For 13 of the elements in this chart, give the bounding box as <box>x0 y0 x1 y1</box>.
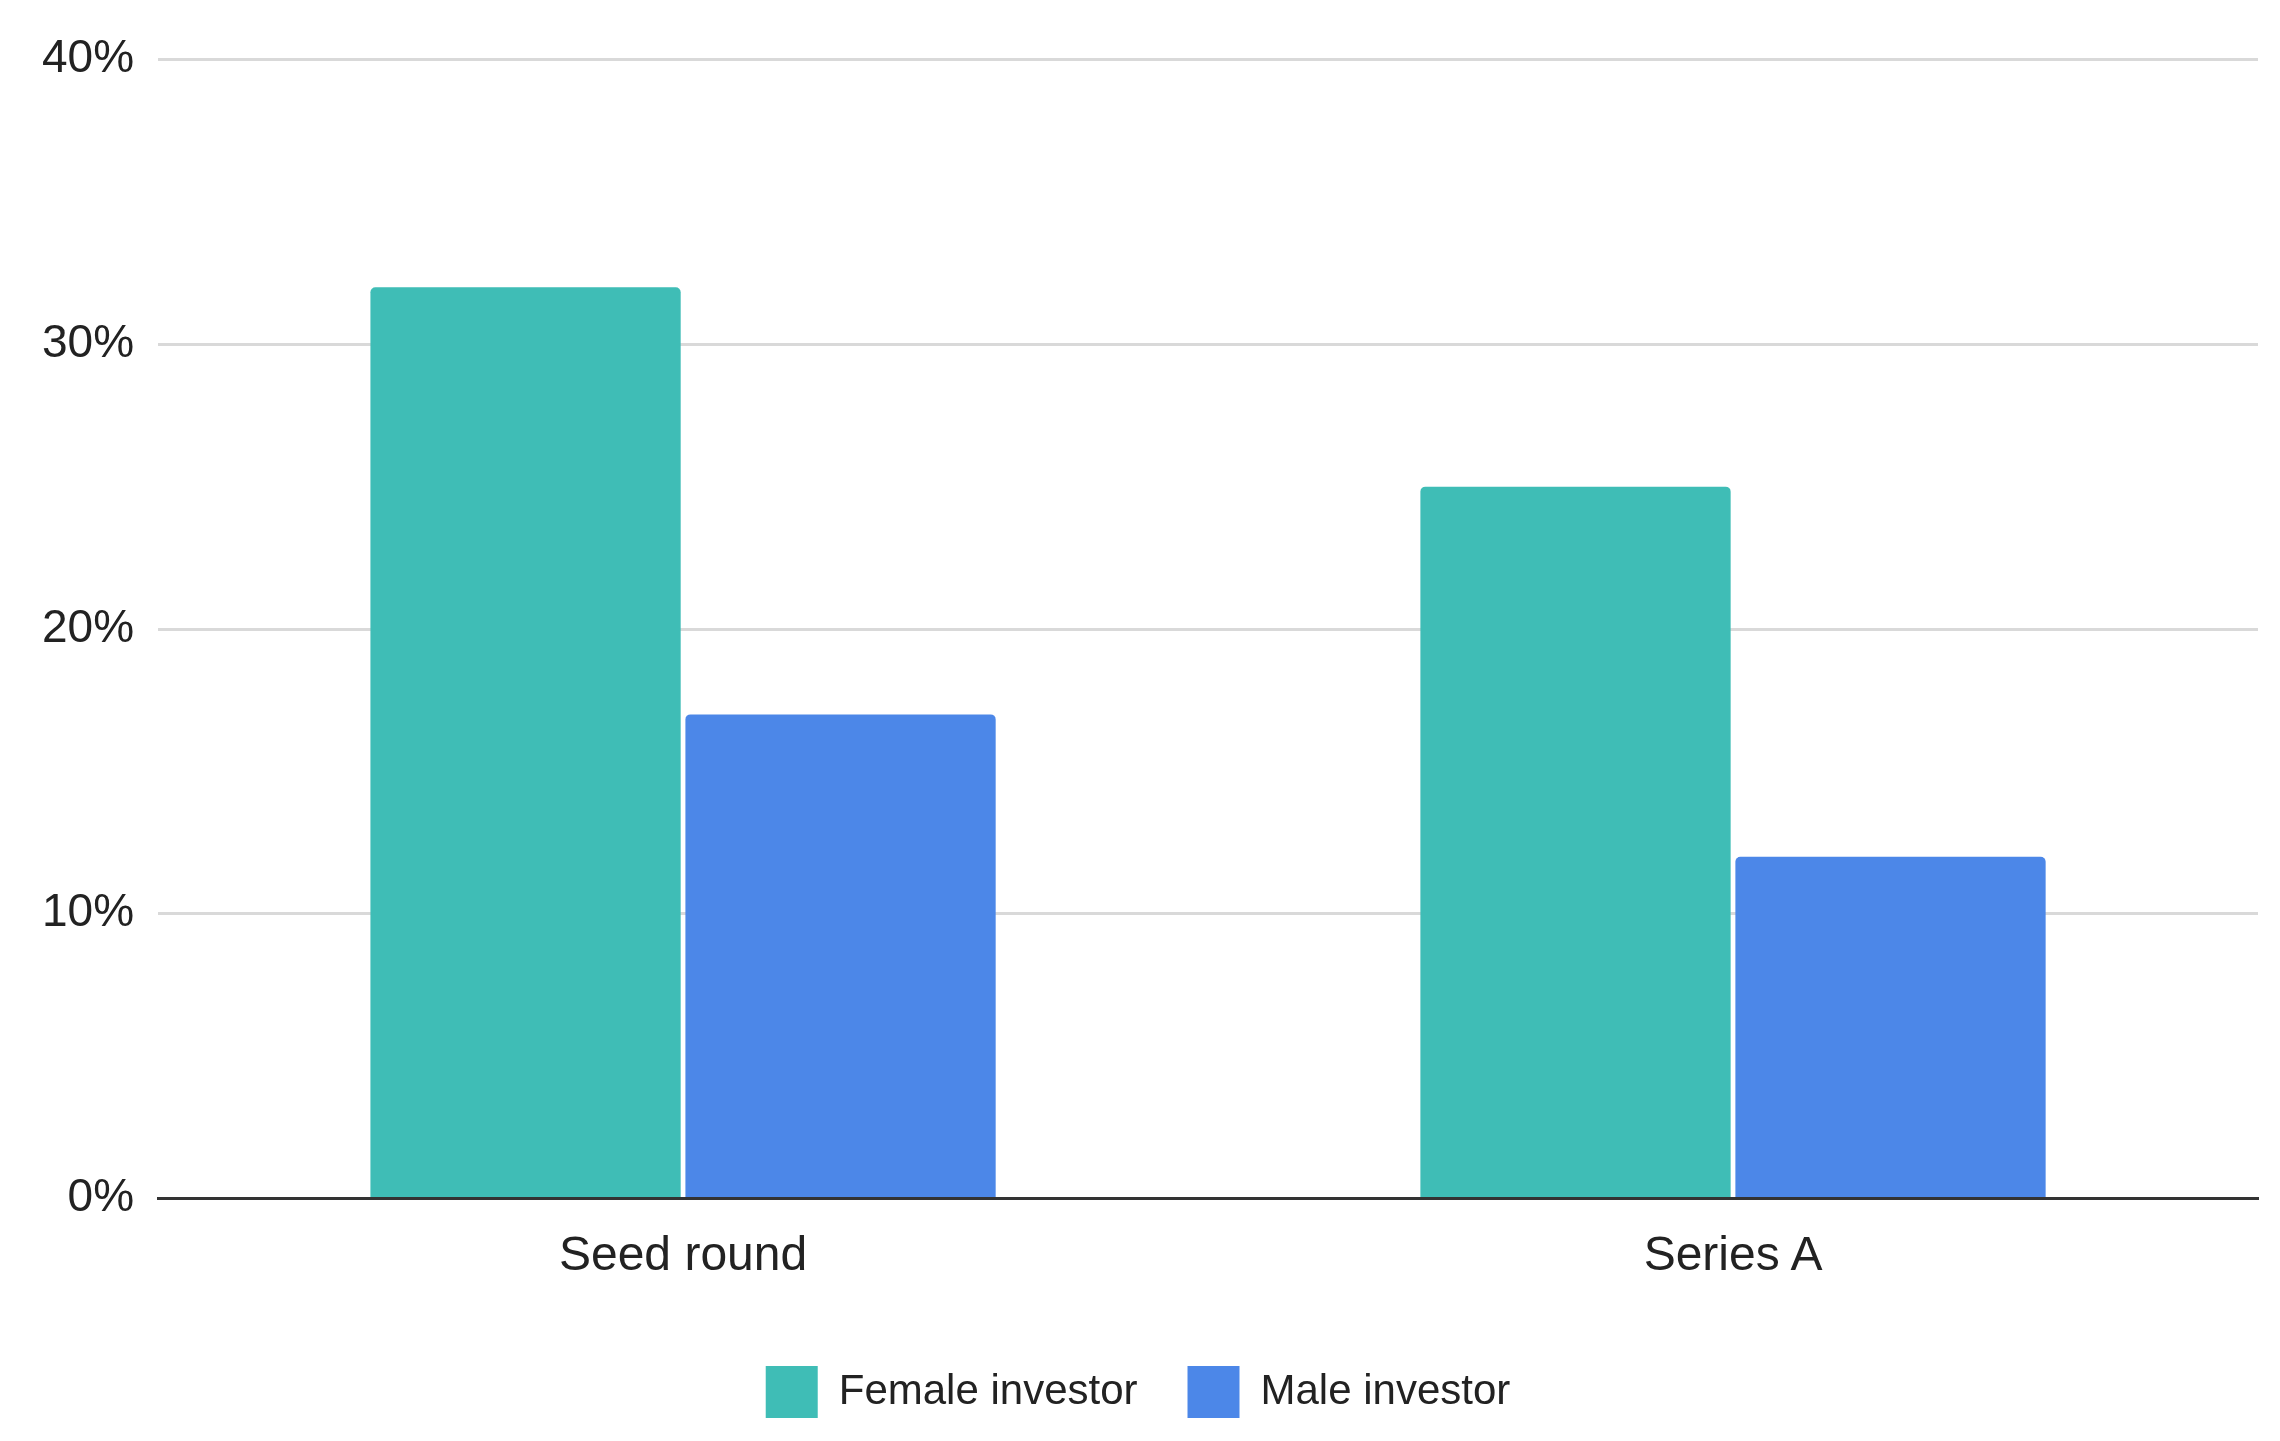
bar <box>1735 856 2046 1197</box>
x-tick-label: Series A <box>1643 1227 1823 1281</box>
bar <box>1420 486 1731 1197</box>
legend-label: Male investor <box>1260 1365 1511 1413</box>
y-tick-label: 40% <box>41 30 135 83</box>
x-tick-label: Seed round <box>558 1227 808 1281</box>
y-tick-label: 10% <box>41 884 135 937</box>
y-tick-label: 30% <box>41 314 135 367</box>
y-tick-label: 0% <box>67 1169 135 1222</box>
bar <box>685 714 996 1197</box>
bar <box>370 287 681 1197</box>
y-tick-label: 20% <box>41 599 135 652</box>
legend-label: Female investor <box>838 1365 1138 1413</box>
